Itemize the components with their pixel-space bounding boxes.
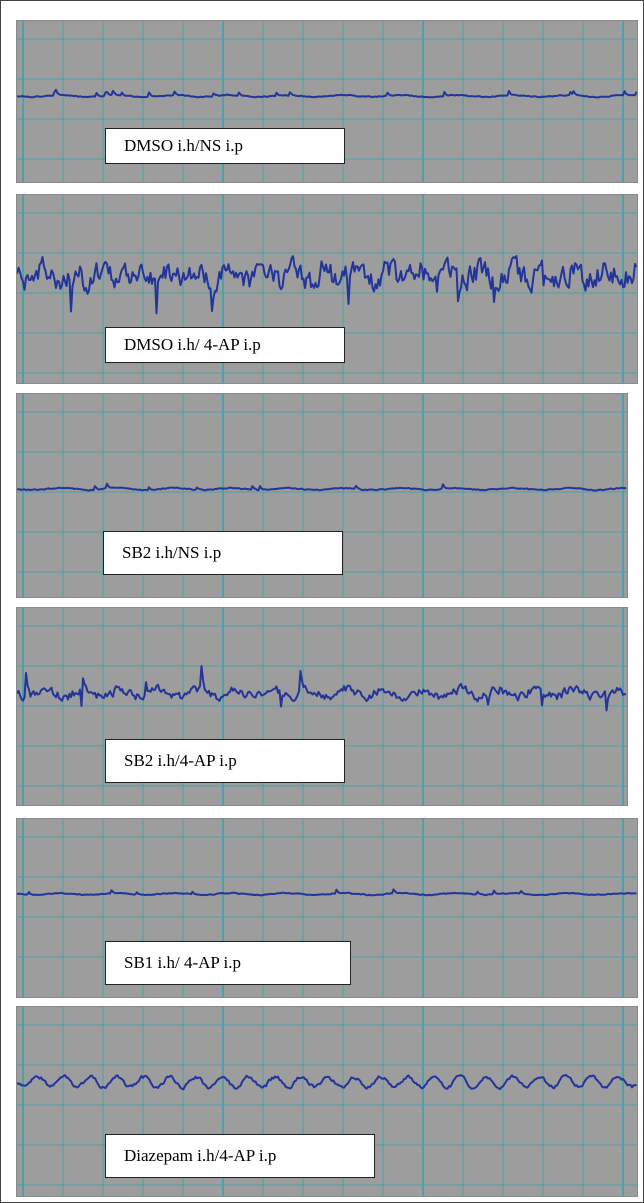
eeg-trace-line — [17, 482, 627, 492]
eeg-trace-line — [17, 255, 637, 315]
condition-label-6: Diazepam i.h/4-AP i.p — [105, 1134, 375, 1178]
condition-label-2: DMSO i.h/ 4-AP i.p — [105, 327, 345, 363]
eeg-panel-5: SB1 i.h/ 4-AP i.p — [16, 818, 638, 998]
eeg-panel-4: SB2 i.h/4-AP i.p — [16, 607, 628, 806]
condition-label-4: SB2 i.h/4-AP i.p — [105, 739, 345, 783]
eeg-trace-line — [17, 1074, 637, 1091]
eeg-panel-6: Diazepam i.h/4-AP i.p — [16, 1006, 638, 1197]
eeg-trace-line — [17, 888, 637, 897]
eeg-panel-1: DMSO i.h/NS i.p — [16, 20, 638, 183]
eeg-panel-3: SB2 i.h/NS i.p — [16, 393, 628, 598]
eeg-trace-line — [17, 665, 627, 712]
condition-label-5: SB1 i.h/ 4-AP i.p — [105, 941, 351, 985]
eeg-trace-line — [17, 88, 637, 99]
condition-label-1: DMSO i.h/NS i.p — [105, 128, 345, 164]
condition-label-3: SB2 i.h/NS i.p — [103, 531, 343, 575]
eeg-panel-2: DMSO i.h/ 4-AP i.p — [16, 194, 638, 384]
